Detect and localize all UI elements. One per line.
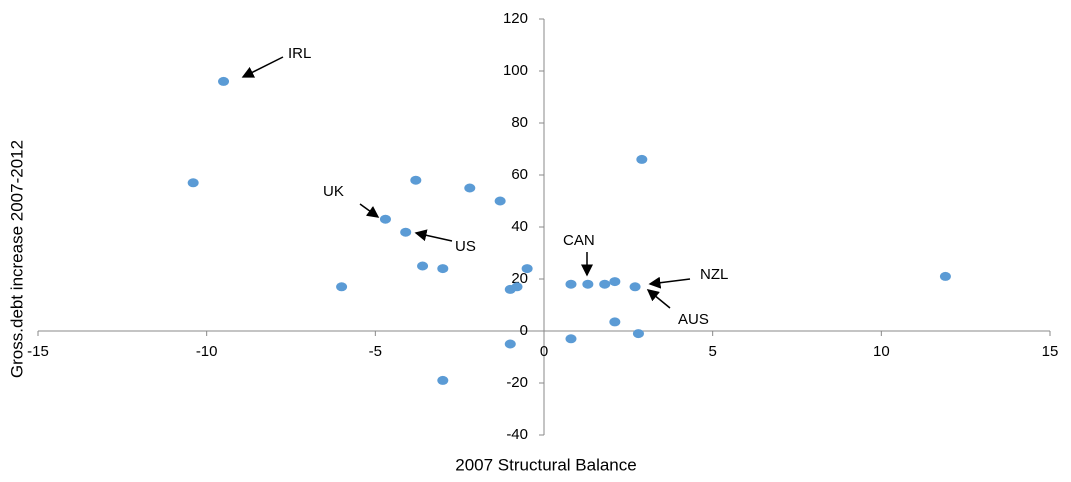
y-tick-label: 60 [511, 166, 528, 183]
x-tick-label: 15 [1042, 343, 1059, 360]
point [410, 175, 422, 185]
y-axis-title: Gross.debt increase 2007-2012 [7, 140, 26, 378]
point [464, 183, 476, 193]
point [636, 154, 648, 164]
point [504, 339, 516, 349]
point [609, 317, 621, 327]
point [565, 279, 577, 289]
point [218, 76, 230, 86]
y-tick-label: 120 [503, 10, 528, 27]
x-axis-title: 2007 Structural Balance [455, 455, 636, 474]
y-tick-label: 100 [503, 62, 528, 79]
point [599, 279, 611, 289]
x-tick-label: 0 [540, 343, 548, 360]
point [582, 279, 594, 289]
point [939, 271, 951, 281]
point [400, 227, 412, 237]
y-tick-label: 0 [520, 322, 528, 339]
annotations: IRL UK US CAN NZL AUS [241, 45, 728, 328]
arrow [646, 289, 671, 309]
annotation: IRL [288, 45, 311, 62]
annotation: AUS [678, 311, 709, 328]
y-tick-label: -20 [506, 374, 528, 391]
point [511, 282, 523, 292]
arrow [414, 229, 453, 242]
point [336, 282, 348, 292]
point [494, 196, 506, 206]
point [565, 334, 577, 344]
arrow [241, 56, 284, 78]
x-tick-label: 10 [873, 343, 890, 360]
point [187, 178, 199, 188]
annotation: CAN [563, 232, 595, 249]
x-tick-label: -5 [369, 343, 382, 360]
x-tick-label: 5 [708, 343, 716, 360]
y-tick-label: 80 [511, 114, 528, 131]
arrow [648, 276, 691, 289]
y-tick-label: 40 [511, 218, 528, 235]
point [629, 282, 641, 292]
annotation: NZL [700, 266, 728, 283]
arrow [359, 203, 380, 218]
y-tick-label: -40 [506, 426, 528, 443]
point [417, 261, 429, 271]
point [521, 264, 533, 274]
point [437, 375, 449, 385]
point [609, 277, 621, 287]
point [632, 329, 644, 339]
x-tick-label: -15 [27, 343, 49, 360]
x-tick-label: -10 [196, 343, 218, 360]
point [437, 264, 449, 274]
point [379, 214, 391, 224]
annotation: UK [323, 183, 344, 200]
annotation: US [455, 238, 476, 255]
